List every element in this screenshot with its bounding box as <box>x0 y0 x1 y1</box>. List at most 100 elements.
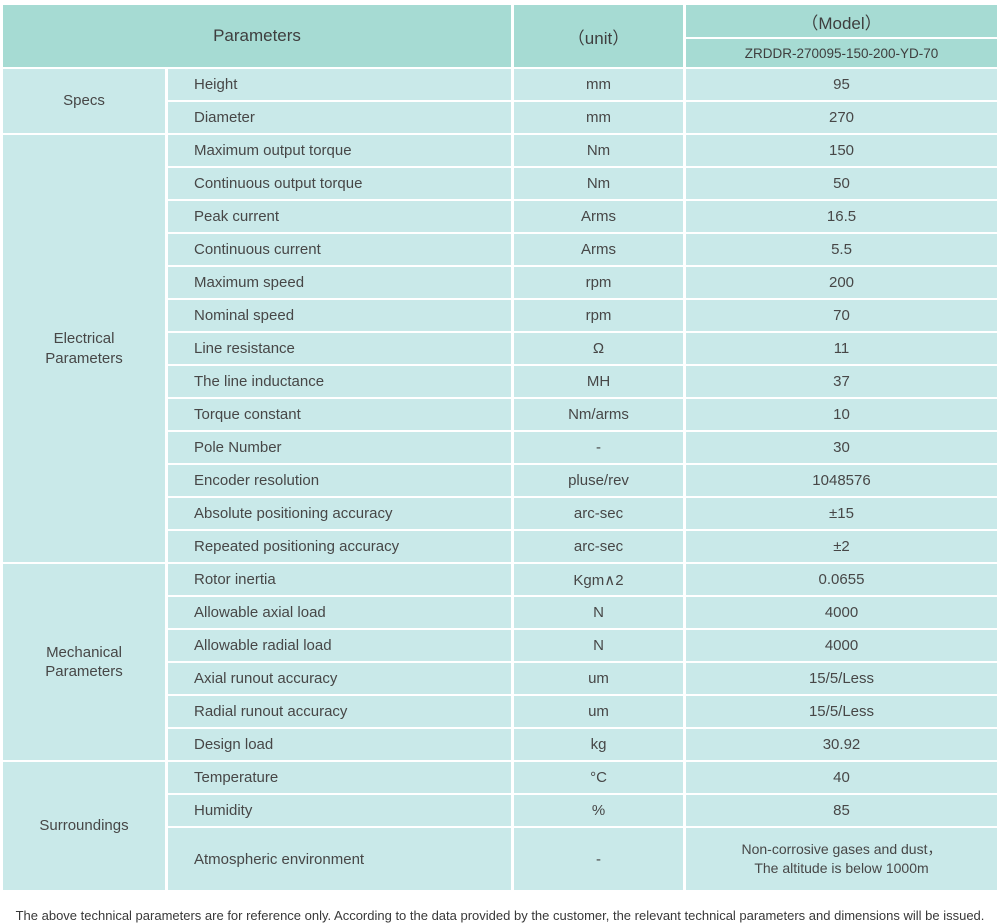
table-row: Maximum speed rpm 200 <box>3 267 997 298</box>
unit-cell: mm <box>514 69 683 100</box>
table-row: Electrical Parameters Maximum output tor… <box>3 135 997 562</box>
unit-cell: Arms <box>514 201 683 232</box>
value-cell: 85 <box>686 795 997 826</box>
unit-cell: um <box>514 696 683 727</box>
param-name-cell: Absolute positioning accuracy <box>168 498 511 529</box>
param-name-cell: Repeated positioning accuracy <box>168 531 511 562</box>
unit-cell: rpm <box>514 267 683 298</box>
value-cell: 1048576 <box>686 465 997 496</box>
value-cell: ±15 <box>686 498 997 529</box>
param-name-cell: Maximum speed <box>168 267 511 298</box>
param-name-cell: Continuous current <box>168 234 511 265</box>
value-cell: 270 <box>686 102 997 133</box>
value-cell: 30.92 <box>686 729 997 760</box>
unit-cell: Nm/arms <box>514 399 683 430</box>
unit-cell: MH <box>514 366 683 397</box>
param-name-cell: Height <box>168 69 511 100</box>
table-row: Nominal speed rpm 70 <box>3 300 997 331</box>
unit-cell: arc-sec <box>514 498 683 529</box>
table-row: Continuous output torque Nm 50 <box>3 168 997 199</box>
param-name-cell: Rotor inertia <box>168 564 511 595</box>
value-cell: 30 <box>686 432 997 463</box>
param-name-cell: Allowable radial load <box>168 630 511 661</box>
unit-header: （unit） <box>514 5 683 67</box>
value-cell: ±2 <box>686 531 997 562</box>
value-cell: 4000 <box>686 630 997 661</box>
param-name-cell: Maximum output torque <box>168 135 511 166</box>
category-label: Electrical Parameters <box>45 330 123 367</box>
model-header: （Model） <box>686 5 997 37</box>
table-row: The line inductance MH 37 <box>3 366 997 397</box>
param-name-cell: Design load <box>168 729 511 760</box>
table-row: Absolute positioning accuracy arc-sec ±1… <box>3 498 997 529</box>
unit-cell: Kgm∧2 <box>514 564 683 595</box>
value-cell: 15/5/Less <box>686 663 997 694</box>
value-cell: 15/5/Less <box>686 696 997 727</box>
value-cell: 16.5 <box>686 201 997 232</box>
model-number: ZRDDR-270095-150-200-YD-70 <box>686 39 997 67</box>
param-name-cell: Nominal speed <box>168 300 511 331</box>
table-row: Design load kg 30.92 <box>3 729 997 760</box>
unit-cell: - <box>514 432 683 463</box>
value-cell: Non-corrosive gases and dust， The altitu… <box>686 828 997 890</box>
param-name-cell: Temperature <box>168 762 511 793</box>
value-cell: 10 <box>686 399 997 430</box>
param-name-cell: Diameter <box>168 102 511 133</box>
param-name-cell: Line resistance <box>168 333 511 364</box>
table-row: Pole Number - 30 <box>3 432 997 463</box>
table-row: Line resistance Ω 11 <box>3 333 997 364</box>
value-cell: 4000 <box>686 597 997 628</box>
unit-cell: N <box>514 630 683 661</box>
value-cell: 95 <box>686 69 997 100</box>
header-row: Parameters （unit） （Model） <box>3 5 997 67</box>
table-row: Diameter mm 270 <box>3 102 997 133</box>
table-row: Repeated positioning accuracy arc-sec ±2 <box>3 531 997 562</box>
value-cell: 200 <box>686 267 997 298</box>
param-name-cell: Humidity <box>168 795 511 826</box>
value-cell: 0.0655 <box>686 564 997 595</box>
unit-cell: mm <box>514 102 683 133</box>
value-cell: 37 <box>686 366 997 397</box>
table-row: Radial runout accuracy um 15/5/Less <box>3 696 997 727</box>
unit-cell: um <box>514 663 683 694</box>
unit-cell: Arms <box>514 234 683 265</box>
param-name-cell: Atmospheric environment <box>168 828 511 890</box>
unit-cell: % <box>514 795 683 826</box>
param-name-cell: Continuous output torque <box>168 168 511 199</box>
param-name-cell: Encoder resolution <box>168 465 511 496</box>
category-cell: Surroundings <box>3 762 165 890</box>
param-name-cell: The line inductance <box>168 366 511 397</box>
category-cell: Specs <box>3 69 165 133</box>
value-cell: 5.5 <box>686 234 997 265</box>
unit-cell: N <box>514 597 683 628</box>
unit-cell: pluse/rev <box>514 465 683 496</box>
table-row: Specs Height mm 95 <box>3 69 997 133</box>
spec-table: Parameters （unit） （Model） ZRDDR-270095-1… <box>0 3 1000 892</box>
table-row: Mechanical Parameters Rotor inertia Kgm∧… <box>3 564 997 760</box>
value-cell: 70 <box>686 300 997 331</box>
category-label: Specs <box>63 92 105 110</box>
table-row: Atmospheric environment - Non-corrosive … <box>3 828 997 890</box>
value-cell: 40 <box>686 762 997 793</box>
unit-cell: Nm <box>514 135 683 166</box>
value-cell: 50 <box>686 168 997 199</box>
table-row: Torque constant Nm/arms 10 <box>3 399 997 430</box>
value-cell: 11 <box>686 333 997 364</box>
table-row: Encoder resolution pluse/rev 1048576 <box>3 465 997 496</box>
unit-cell: arc-sec <box>514 531 683 562</box>
parameters-header: Parameters <box>3 5 511 67</box>
table-row: Continuous current Arms 5.5 <box>3 234 997 265</box>
category-cell: Electrical Parameters <box>3 135 165 562</box>
table-row: Humidity % 85 <box>3 795 997 826</box>
unit-cell: rpm <box>514 300 683 331</box>
unit-cell: Nm <box>514 168 683 199</box>
footer-note: The above technical parameters are for r… <box>15 908 985 923</box>
category-cell: Mechanical Parameters <box>3 564 165 760</box>
param-name-cell: Axial runout accuracy <box>168 663 511 694</box>
category-label: Surroundings <box>39 817 129 835</box>
table-row: Axial runout accuracy um 15/5/Less <box>3 663 997 694</box>
param-name-cell: Pole Number <box>168 432 511 463</box>
category-label: Mechanical Parameters <box>45 643 123 681</box>
table-row: Allowable axial load N 4000 <box>3 597 997 628</box>
